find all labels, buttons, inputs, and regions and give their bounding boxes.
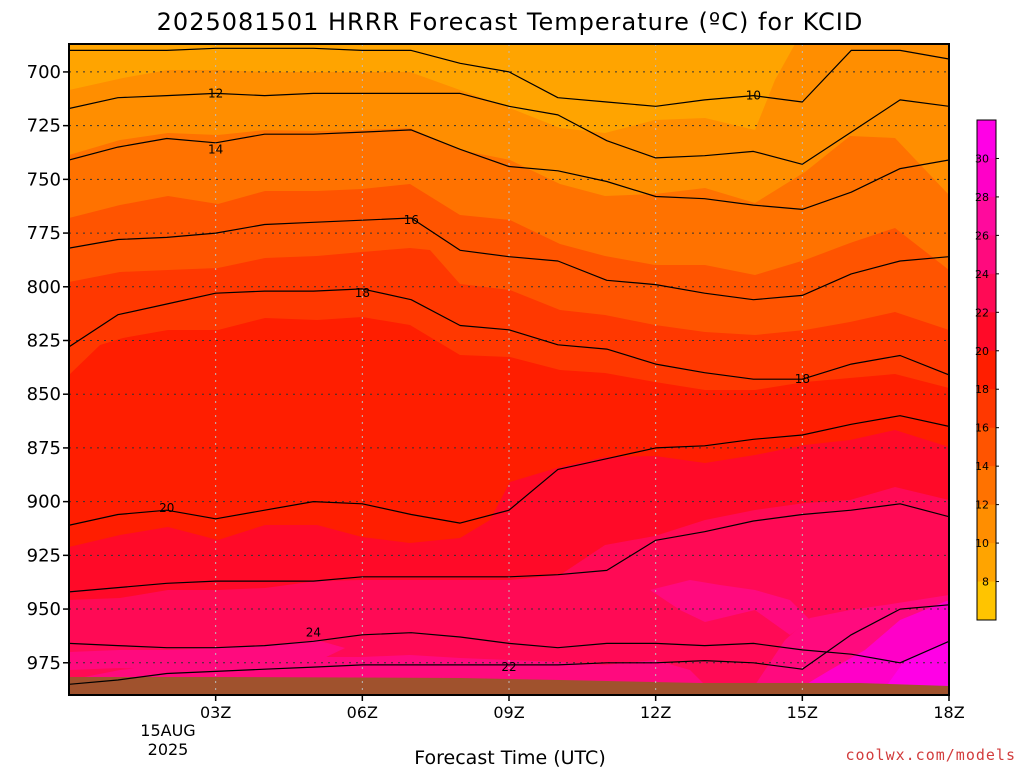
x-date-year-label: 2025 <box>148 740 189 759</box>
colorbar-segment <box>977 504 996 544</box>
colorbar-segment <box>977 312 996 352</box>
y-tick-label: 725 <box>27 116 61 137</box>
contour-line-20 <box>69 415 949 526</box>
colorbar-segment <box>977 350 996 390</box>
colorbar-label: 24 <box>975 268 989 281</box>
y-tick-label: 800 <box>27 277 61 298</box>
colorbar-label: 8 <box>982 576 989 589</box>
y-tick-label: 875 <box>27 438 61 459</box>
chart-title: 2025081501 HRRR Forecast Temperature (ºC… <box>157 8 864 36</box>
x-tick-label: 03Z <box>200 703 231 722</box>
credit-text: coolwx.com/models <box>845 746 1016 764</box>
contour-label-14: 14 <box>208 142 223 156</box>
contour-label-12: 12 <box>208 86 223 100</box>
y-axis: 700 725 750 775 800 825 850 875 900 925 950 975 <box>27 62 69 674</box>
colorbar-label: 16 <box>975 422 989 435</box>
colorbar-segment <box>977 543 996 583</box>
colorbar-segment <box>977 158 996 198</box>
contour-line-22 <box>69 503 949 593</box>
contour-line-16 <box>69 217 949 301</box>
colorbar-segment <box>977 273 996 313</box>
terrain <box>69 677 949 695</box>
band-28-30 <box>880 640 949 695</box>
x-axis-title: Forecast Time (UTC) <box>414 747 605 768</box>
x-tick-label: 15Z <box>787 703 818 722</box>
y-tick-label: 950 <box>27 599 61 620</box>
band-24-26-upper <box>69 640 345 670</box>
contour-line-14 <box>69 129 949 210</box>
contour-line-18 <box>69 288 949 380</box>
colorbar-label: 14 <box>975 460 989 473</box>
contour-label-18: 18 <box>355 286 370 300</box>
contour-line-10 <box>69 47 949 107</box>
contour-line-22 <box>69 604 949 685</box>
colorbar-segment <box>977 389 996 429</box>
x-date-day-label: 15AUG <box>140 721 195 740</box>
colorbar-segment <box>977 120 996 159</box>
colorbar-label: 22 <box>975 306 989 319</box>
band-22-24-lower <box>69 595 949 695</box>
colorbar-label: 20 <box>975 345 989 358</box>
y-tick-label: 900 <box>27 492 61 513</box>
band-24-26 <box>650 580 810 635</box>
y-tick-label: 850 <box>27 384 61 405</box>
y-tick-label: 750 <box>27 169 61 190</box>
contour-line-24 <box>69 632 949 664</box>
colorbar-label: 10 <box>975 537 989 550</box>
x-tick-label: 18Z <box>933 703 964 722</box>
x-axis: 03Z 06Z 09Z 12Z 15Z 18Z <box>200 695 965 722</box>
y-tick-label: 975 <box>27 653 61 674</box>
x-tick-label: 09Z <box>493 703 524 722</box>
colorbar-label: 30 <box>975 152 989 165</box>
y-tick-label: 825 <box>27 330 61 351</box>
contour-lines <box>69 47 949 685</box>
colorbar-label: 12 <box>975 499 989 512</box>
contour-label-10: 10 <box>746 89 761 103</box>
contour-labels: 10 12 14 16 18 18 20 22 24 <box>159 86 810 674</box>
colorbar-segment <box>977 235 996 275</box>
colorbar-label: 26 <box>975 229 989 242</box>
contour-label-22: 22 <box>501 660 516 674</box>
y-tick-label: 925 <box>27 545 61 566</box>
colorbar-segment <box>977 581 996 621</box>
y-tick-label: 700 <box>27 62 61 83</box>
colorbar-segment <box>977 466 996 506</box>
contour-label-20: 20 <box>159 501 174 515</box>
colorbar-segment <box>977 427 996 467</box>
contour-label-24: 24 <box>306 626 321 640</box>
contour-line-12 <box>69 92 949 165</box>
y-tick-label: 775 <box>27 223 61 244</box>
contour-label-16: 16 <box>404 213 419 227</box>
colorbar-segment <box>977 196 996 236</box>
x-tick-label: 06Z <box>347 703 378 722</box>
colorbar-label: 18 <box>975 383 989 396</box>
colorbar-frame <box>976 119 997 621</box>
x-tick-label: 12Z <box>640 703 671 722</box>
colorbar-label: 28 <box>975 191 989 204</box>
contour-label-18: 18 <box>795 372 810 386</box>
colorbar: 8 10 12 14 16 18 20 22 24 26 28 30 <box>975 119 999 621</box>
